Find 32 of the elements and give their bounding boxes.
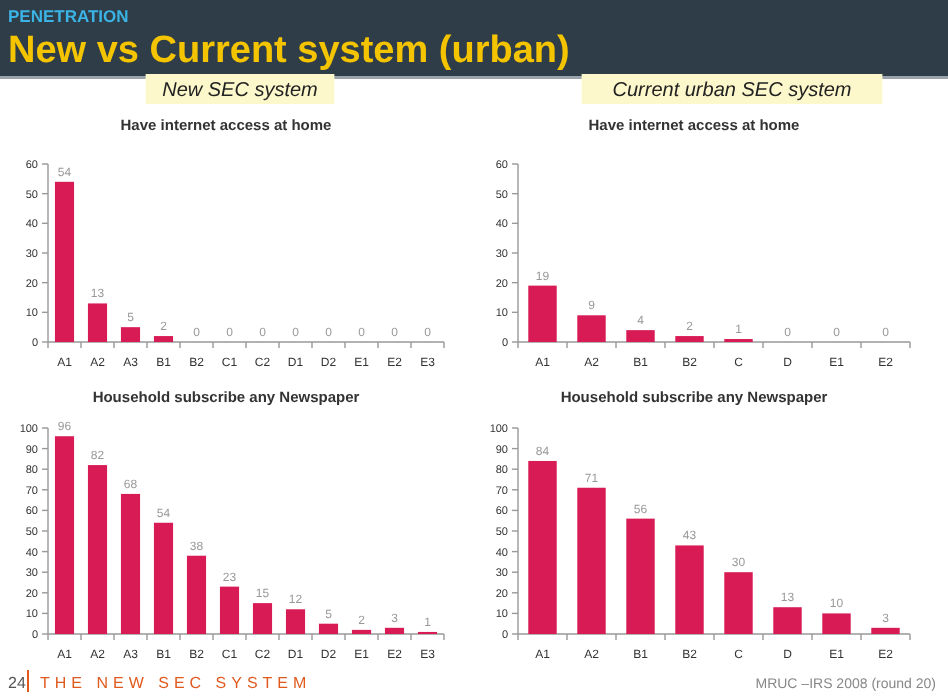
- bar: [153, 522, 174, 634]
- text: 24: [8, 674, 27, 692]
- bar: [252, 603, 273, 634]
- bar: [384, 627, 405, 634]
- bar: [724, 572, 753, 634]
- bar: [773, 607, 802, 634]
- text: THE NEW SEC SYSTEM: [40, 674, 312, 692]
- bar: [626, 518, 655, 634]
- bar: [186, 555, 207, 634]
- bar: [528, 460, 557, 634]
- bar: [285, 609, 306, 634]
- bar: [528, 285, 557, 342]
- bar: [87, 465, 108, 634]
- bar: [120, 327, 141, 342]
- bar: [153, 336, 174, 342]
- text: PENETRATION: [8, 6, 129, 26]
- bar: [219, 586, 240, 634]
- bar: [626, 330, 655, 342]
- bar: [87, 303, 108, 342]
- chart-subtitle: New SEC system: [162, 80, 318, 102]
- bar: [318, 623, 339, 634]
- bar: [675, 545, 704, 634]
- bar: [54, 181, 75, 342]
- bar: [577, 315, 606, 342]
- bar: [871, 627, 900, 634]
- text: New vs Current system (urban): [8, 30, 570, 72]
- chart-subtitle: Current urban SEC system: [612, 80, 852, 102]
- bar: [54, 436, 75, 634]
- bar: [577, 487, 606, 634]
- bar: [120, 493, 141, 634]
- bar: [675, 336, 704, 342]
- bar: [822, 613, 851, 634]
